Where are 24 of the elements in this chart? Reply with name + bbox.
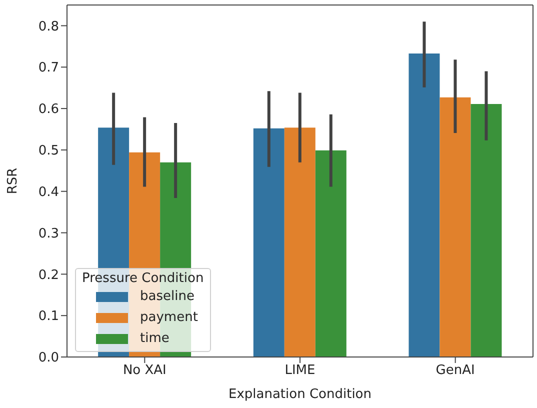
bar: [315, 150, 346, 357]
bar: [253, 128, 284, 357]
y-tick-label: 0.7: [38, 60, 59, 76]
legend-label: baseline: [140, 288, 194, 306]
y-tick-label: 0.6: [38, 102, 59, 118]
bar: [470, 104, 502, 357]
x-tick-label: GenAI: [436, 363, 475, 378]
legend-label: time: [140, 330, 170, 348]
x-axis-title: Explanation Condition: [228, 387, 372, 402]
y-tick-label: 0.5: [38, 144, 59, 159]
bar: [284, 128, 316, 357]
bar: [440, 97, 471, 357]
y-tick-label: 0.3: [38, 226, 59, 242]
y-axis-title: RSR: [6, 168, 21, 194]
y-tick-label: 0.2: [38, 268, 59, 283]
y-tick-label: 0.4: [38, 184, 59, 200]
x-tick-label: LIME: [284, 363, 316, 378]
y-tick-label: 0.8: [38, 19, 59, 34]
legend-title: Pressure Condition: [82, 271, 204, 286]
bar: [408, 53, 440, 357]
legend-label: payment: [140, 309, 198, 327]
x-tick-label: No XAI: [122, 363, 166, 378]
y-tick-label: 0.1: [38, 309, 59, 324]
y-tick-label: 0.0: [38, 350, 59, 366]
